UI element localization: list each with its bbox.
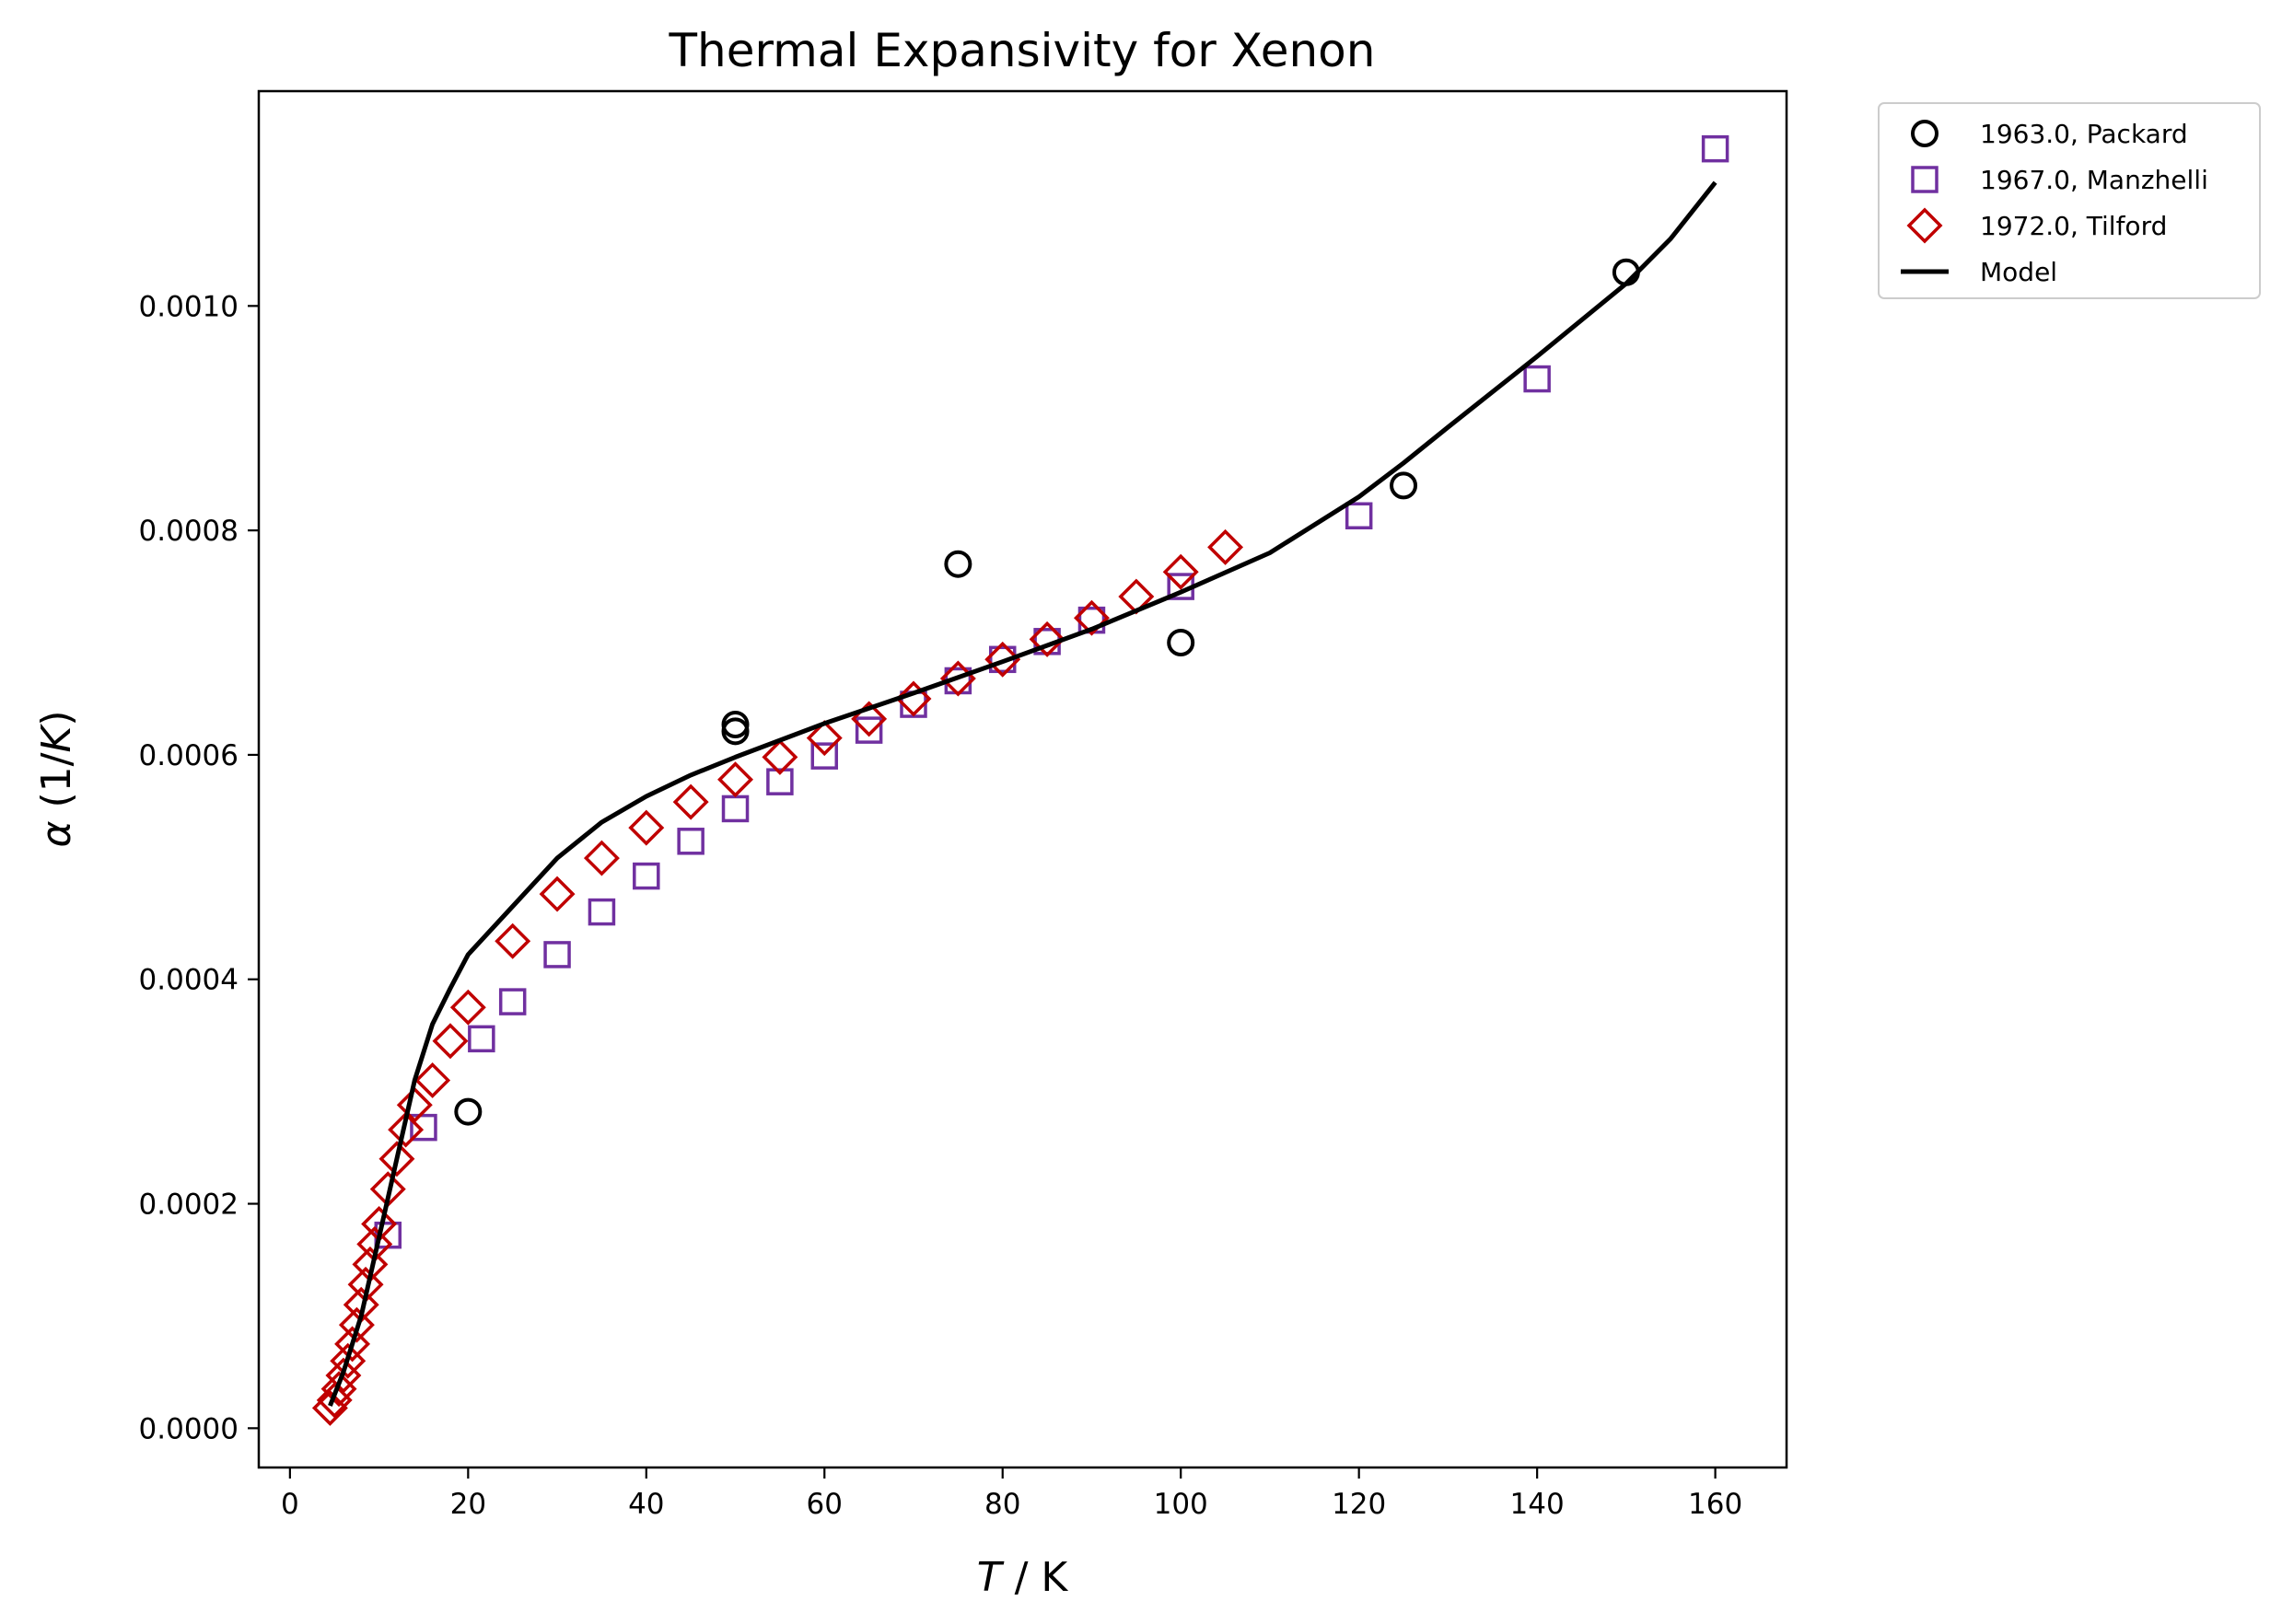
x-tick-label: 0 (281, 1488, 299, 1521)
data-point (766, 768, 794, 795)
data-point (895, 680, 932, 717)
data-point (432, 1023, 469, 1060)
plot-frame (257, 89, 1788, 1469)
y-tick-label: 0.0002 (139, 1189, 239, 1222)
series-0 (454, 258, 1640, 1126)
data-point (449, 989, 486, 1026)
data-point (806, 720, 843, 757)
data-point (338, 1306, 375, 1343)
legend-label: 1967.0, Manzhelli (1980, 165, 2208, 195)
data-point (855, 716, 883, 744)
data-point (672, 783, 709, 820)
data-point (944, 550, 972, 578)
legend-label: Model (1980, 257, 2057, 287)
data-point (495, 922, 531, 959)
data-point (1612, 258, 1640, 286)
data-point (316, 1382, 353, 1419)
data-point (1162, 553, 1199, 590)
data-point (1390, 471, 1418, 500)
data-point (628, 809, 665, 846)
x-tick-label: 100 (1154, 1488, 1208, 1521)
y-axis-open: (1/ (33, 752, 80, 820)
x-tick-label: 40 (628, 1488, 664, 1521)
y-tick-label: 0.0000 (139, 1412, 239, 1445)
data-point (984, 641, 1021, 678)
data-point (334, 1326, 371, 1363)
x-tick-label: 120 (1332, 1488, 1386, 1521)
data-point (1167, 629, 1195, 657)
data-point (1029, 621, 1065, 657)
legend-swatch-diamond (1906, 207, 1943, 244)
data-point (396, 1086, 433, 1123)
x-tick-label: 140 (1510, 1488, 1565, 1521)
x-axis-title: T / K (977, 1554, 1069, 1601)
legend-label: 1972.0, Tilford (1980, 211, 2167, 241)
data-point (633, 862, 660, 890)
series-2 (311, 528, 1244, 1426)
y-tick-label: 0.0008 (139, 515, 239, 548)
data-point (717, 761, 754, 798)
x-axis-variable: T (977, 1554, 1005, 1601)
y-tick-label: 0.0010 (139, 290, 239, 323)
data-point (1345, 502, 1373, 530)
data-point (410, 1113, 437, 1142)
x-axis-unit: / K (1002, 1554, 1069, 1601)
series-line-model (328, 180, 1717, 1407)
data-point (1701, 134, 1729, 163)
y-axis-close: ) (33, 710, 80, 725)
data-point (1207, 528, 1244, 565)
axis-ticks: 0 20 40 60 80 100 120 140 160 0.0000 0.0002 0.0004 0… (139, 290, 1743, 1521)
data-point (539, 876, 576, 912)
legend-frame (1878, 102, 2261, 299)
legend-swatch-circle (1911, 120, 1939, 147)
data-point (543, 941, 571, 969)
data-point (388, 1111, 425, 1148)
data-point (414, 1061, 451, 1098)
data-point (1073, 599, 1110, 636)
x-tick-label: 80 (984, 1488, 1020, 1521)
y-tick-label: 0.0004 (139, 964, 239, 997)
x-tick-label: 20 (450, 1488, 486, 1521)
y-axis-alpha: α (33, 821, 80, 848)
data-point (588, 898, 616, 926)
y-tick-label: 0.0006 (139, 739, 239, 772)
data-point (498, 988, 527, 1015)
legend-label: 1963.0, Packard (1980, 119, 2188, 149)
y-axis-title: α (1/K) (33, 710, 80, 847)
data-point (810, 742, 839, 770)
data-point (762, 738, 798, 775)
data-point (1523, 365, 1551, 393)
legend: 1963.0, Packard 1967.0, Manzhelli 1972.0, … (1878, 102, 2261, 299)
chart-title: Thermal Expansivity for Xenon (669, 24, 1376, 77)
data-point (721, 717, 750, 746)
data-point (454, 1097, 483, 1126)
x-tick-label: 60 (807, 1488, 843, 1521)
data-point (677, 828, 704, 855)
legend-swatch-square (1911, 166, 1939, 193)
data-point (378, 1141, 415, 1177)
data-point (468, 1025, 495, 1053)
x-tick-label: 160 (1688, 1488, 1742, 1521)
plot-area (259, 91, 1787, 1467)
data-marks (311, 134, 1729, 1426)
y-axis-k: K (33, 724, 80, 753)
data-point (583, 840, 620, 876)
